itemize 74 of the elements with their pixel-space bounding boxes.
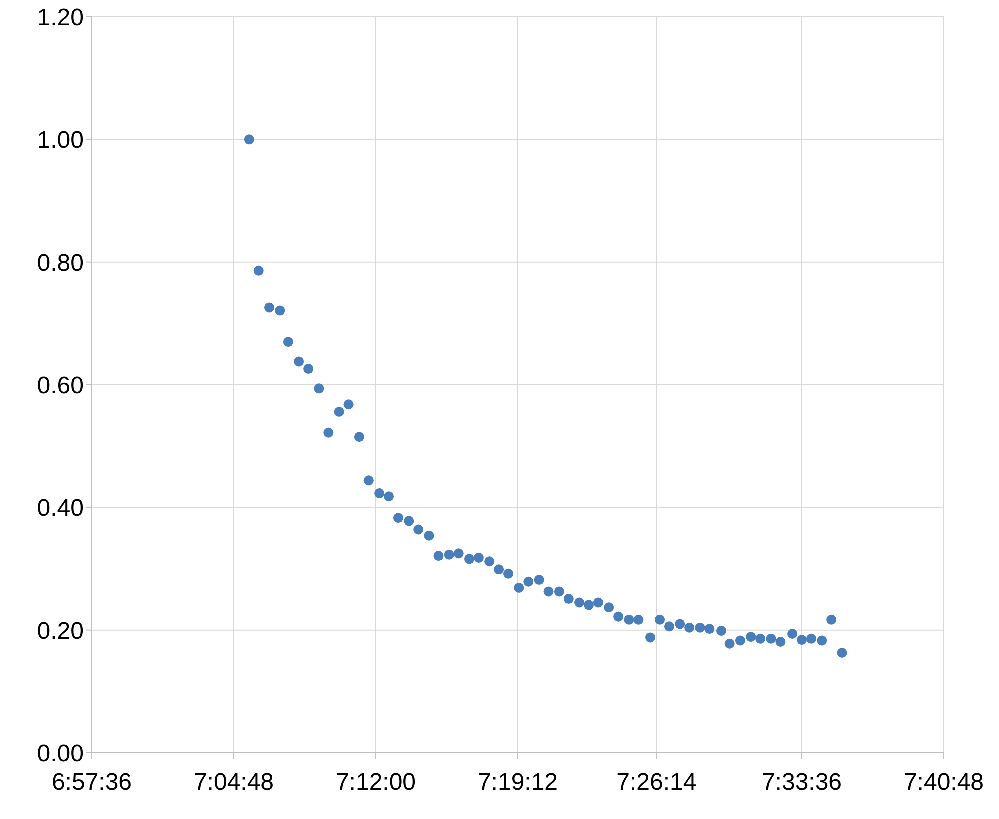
point xyxy=(766,634,776,644)
point xyxy=(604,602,614,613)
point xyxy=(424,530,434,541)
point xyxy=(314,384,324,394)
x-tick-label: 7:33:36 xyxy=(762,769,842,796)
point xyxy=(684,622,695,633)
point xyxy=(264,302,274,313)
point xyxy=(344,400,354,410)
y-tick-label: 1.00 xyxy=(37,127,84,154)
point xyxy=(464,554,474,564)
point xyxy=(716,626,727,636)
x-tick-label: 7:26:14 xyxy=(616,769,697,796)
point xyxy=(414,524,424,535)
point xyxy=(806,634,816,644)
point xyxy=(664,622,674,632)
point xyxy=(334,406,344,417)
point xyxy=(593,598,604,608)
y-tick-label: 0.60 xyxy=(37,372,84,400)
point xyxy=(304,364,314,374)
point xyxy=(524,576,534,587)
point xyxy=(275,306,286,316)
y-tick-label: 0.20 xyxy=(37,618,84,645)
point xyxy=(254,266,264,276)
point xyxy=(574,598,585,608)
point xyxy=(474,552,484,563)
point xyxy=(746,632,756,642)
y-tick-label: 0.40 xyxy=(37,495,84,522)
point xyxy=(454,548,464,559)
point xyxy=(444,550,454,560)
x-tick-label: 7:04:48 xyxy=(194,769,274,796)
point xyxy=(826,614,837,625)
point xyxy=(544,586,554,597)
y-tick-label: 1.20 xyxy=(37,4,84,32)
point xyxy=(504,568,514,579)
x-tick-label: 6:57:36 xyxy=(52,769,132,796)
point xyxy=(534,575,544,586)
point xyxy=(404,516,414,526)
point xyxy=(434,551,444,562)
point xyxy=(484,556,495,567)
point xyxy=(724,638,735,649)
y-tick-label: 0.00 xyxy=(37,740,84,768)
point xyxy=(695,622,706,633)
point xyxy=(354,432,364,442)
point xyxy=(837,648,848,658)
point xyxy=(393,513,404,524)
point xyxy=(655,614,665,625)
point xyxy=(735,636,746,646)
point xyxy=(788,629,798,640)
point xyxy=(797,635,807,646)
point xyxy=(554,586,564,597)
point xyxy=(704,624,715,634)
point xyxy=(564,594,574,604)
point xyxy=(384,492,394,502)
point xyxy=(283,337,294,348)
y-tick-label: 0.80 xyxy=(37,250,84,277)
point xyxy=(817,636,828,646)
x-tick-label: 7:40:48 xyxy=(904,769,984,796)
point xyxy=(364,476,374,486)
x-tick-label: 7:19:12 xyxy=(478,769,558,796)
point xyxy=(244,134,254,145)
point xyxy=(634,614,644,625)
point xyxy=(584,600,594,610)
point xyxy=(324,428,334,438)
point xyxy=(374,488,385,499)
point xyxy=(614,612,624,622)
point xyxy=(494,564,504,575)
point xyxy=(624,614,634,625)
point xyxy=(675,619,686,630)
point xyxy=(514,583,524,594)
x-tick-label: 7:12:00 xyxy=(336,769,416,796)
point xyxy=(776,636,786,647)
point xyxy=(294,356,304,367)
point xyxy=(646,632,656,643)
point xyxy=(756,634,766,644)
